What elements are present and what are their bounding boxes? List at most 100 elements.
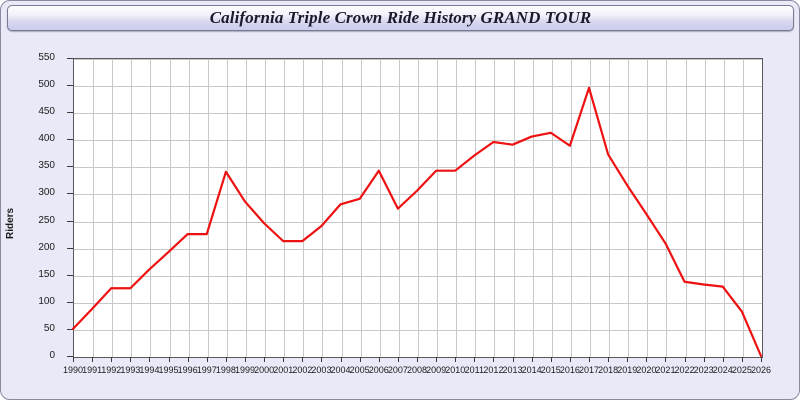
x-tick-label: 1990 [62, 365, 84, 375]
gridline-vertical [379, 59, 381, 357]
y-tick-label: 500 [38, 79, 55, 91]
x-tick-label: 2004 [330, 365, 351, 375]
x-tick-label: 2009 [426, 365, 447, 375]
y-tick-label: 300 [38, 187, 55, 199]
x-tick-label: 2002 [292, 365, 313, 375]
x-tick-label: 1995 [158, 365, 179, 375]
y-tick-label: 550 [38, 52, 55, 63]
x-tick-mark [225, 357, 227, 362]
x-tick-label: 2021 [655, 365, 676, 375]
x-tick-mark [646, 357, 648, 362]
x-tick-mark [187, 357, 189, 362]
y-tick-mark [67, 139, 73, 141]
x-tick-mark [359, 357, 361, 362]
gridline-vertical [666, 59, 668, 357]
gridline-vertical [322, 59, 324, 357]
x-tick-label: 2008 [406, 365, 428, 375]
x-tick-mark [92, 357, 94, 362]
x-tick-label: 2026 [750, 365, 772, 375]
y-tick-mark [67, 193, 73, 195]
x-tick-mark [474, 357, 476, 362]
window-title-bar: California Triple Crown Ride History GRA… [7, 5, 794, 31]
x-tick-mark [206, 357, 208, 362]
gridline-vertical [437, 59, 439, 357]
gridline-vertical [303, 59, 305, 357]
y-tick-label: 450 [38, 106, 55, 118]
x-tick-mark [550, 357, 552, 362]
x-tick-mark [111, 357, 113, 362]
x-tick-label: 2019 [617, 365, 638, 375]
gridline-vertical [456, 59, 458, 357]
y-tick-label: 200 [38, 241, 55, 253]
y-tick-mark [67, 85, 73, 87]
gridline-vertical [685, 59, 687, 357]
gridline-vertical [150, 59, 152, 357]
gridline-vertical [398, 59, 400, 357]
y-tick-mark [67, 274, 73, 276]
gridline-vertical [169, 59, 171, 357]
x-tick-label: 2005 [349, 365, 370, 375]
gridline-vertical [723, 59, 725, 357]
y-tick-label: 100 [38, 295, 55, 307]
x-tick-label: 1998 [215, 365, 236, 375]
x-tick-mark [340, 357, 342, 362]
x-tick-mark [149, 357, 151, 362]
x-tick-mark [283, 357, 285, 362]
y-tick-mark [67, 328, 73, 330]
y-tick-label: 350 [38, 160, 55, 172]
chart-title: California Triple Crown Ride History GRA… [209, 8, 592, 27]
gridline-vertical [704, 59, 706, 357]
gridline-vertical [742, 59, 744, 357]
x-tick-mark [245, 357, 246, 362]
x-tick-mark [761, 357, 762, 362]
y-tick-mark [67, 356, 73, 357]
x-tick-label: 2014 [521, 365, 542, 375]
gridline-vertical [360, 59, 362, 357]
gridline-vertical [532, 59, 534, 357]
gridline-vertical [590, 59, 591, 357]
gridline-vertical [647, 59, 649, 357]
gridline-vertical [284, 59, 286, 357]
gridline-vertical [628, 59, 630, 357]
x-tick-label: 2001 [273, 365, 294, 375]
x-tick-mark [321, 357, 323, 362]
gridline-vertical [246, 59, 247, 357]
y-tick-label: 150 [38, 268, 55, 280]
gridline-vertical [513, 59, 515, 357]
x-tick-mark [168, 357, 170, 362]
y-tick-mark [67, 112, 73, 114]
x-tick-mark [665, 357, 667, 362]
y-tick-mark [67, 220, 73, 222]
x-tick-label: 1997 [196, 365, 217, 375]
x-tick-mark [130, 357, 132, 362]
x-tick-label: 2000 [254, 365, 275, 375]
x-tick-mark [531, 357, 533, 362]
x-tick-mark [417, 357, 418, 362]
x-tick-mark [302, 357, 304, 362]
gridline-vertical [93, 59, 95, 357]
x-tick-label: 2020 [636, 365, 657, 375]
x-tick-label: 1994 [139, 365, 160, 375]
x-tick-mark [722, 357, 724, 362]
x-tick-mark [512, 357, 514, 362]
x-tick-label: 2010 [445, 365, 466, 375]
x-tick-label: 1999 [234, 365, 256, 375]
gridline-vertical [226, 59, 228, 357]
y-tick-mark [67, 166, 73, 168]
x-tick-label: 2016 [559, 365, 580, 375]
gridline-vertical [131, 59, 133, 357]
x-tick-mark [436, 357, 438, 362]
y-tick-label: 50 [43, 322, 55, 334]
x-tick-mark [73, 357, 74, 362]
x-tick-mark [378, 357, 380, 362]
gridline-vertical [494, 59, 496, 357]
x-tick-label: 2023 [693, 365, 714, 375]
gridline-vertical [188, 59, 190, 357]
gridline-vertical [112, 59, 114, 357]
x-tick-mark [608, 357, 610, 362]
x-tick-label: 2006 [368, 365, 389, 375]
x-tick-mark [569, 357, 571, 362]
x-tick-label: 1992 [101, 365, 122, 375]
x-tick-label: 2017 [578, 365, 600, 375]
